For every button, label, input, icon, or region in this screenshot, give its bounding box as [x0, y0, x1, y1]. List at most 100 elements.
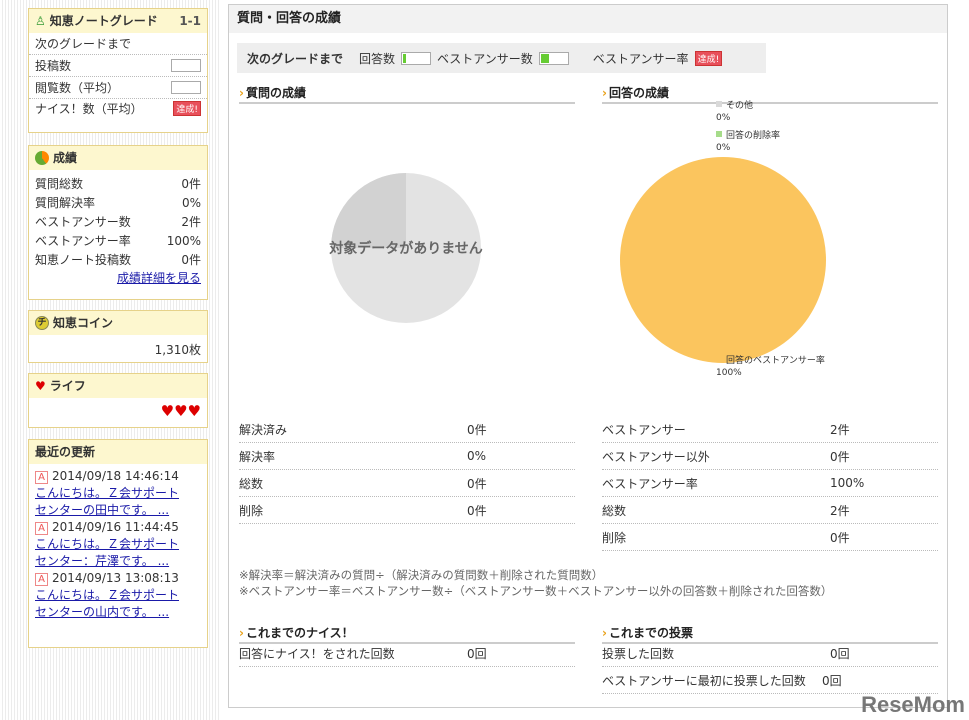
results-row: 質問総数 0件	[29, 174, 207, 193]
legend-swatch	[716, 356, 722, 362]
best-progress	[538, 51, 569, 65]
row-label: ベストアンサー以外	[602, 449, 710, 464]
table-row: 解決済み 0件	[239, 416, 575, 443]
link-line: こんにちは。Ｚ会サポート	[35, 537, 180, 551]
link-line: センターの田中です。 ...	[35, 503, 170, 517]
row-label: ベストアンサー数	[35, 215, 131, 229]
results-box: 成績 質問総数 0件 質問解決率 0% ベストアンサー数 2件 ベストアンサー率 100% 知恵…	[28, 145, 208, 300]
answers-progress	[401, 51, 432, 65]
legend-label: 回答のベストアンサー率	[726, 354, 825, 366]
update-date: 2014/09/18 14:46:14	[52, 469, 179, 483]
link-line: こんにちは。Ｚ会サポート	[35, 588, 180, 602]
update-link[interactable]: こんにちは。Ｚ会サポート センターの山内です。 ...	[35, 588, 179, 619]
row-value: 2件	[830, 503, 850, 518]
pie-icon	[35, 151, 49, 165]
table-row: 削除 0件	[602, 524, 938, 551]
row-label: 総数	[239, 476, 264, 491]
row-value: 0回	[822, 673, 842, 688]
best-label: ベストアンサー数	[437, 51, 533, 66]
row-label: 知恵ノート投稿数	[35, 253, 132, 267]
link-line: こんにちは。Ｚ会サポート	[35, 486, 180, 500]
nice-title: これまでのナイス！	[239, 624, 575, 644]
link-line: センター：芹澤です。 ...	[35, 554, 170, 568]
heart-icon: ♥	[174, 402, 188, 420]
results-detail-link[interactable]: 成績詳細を見る	[116, 271, 201, 285]
row-label: 解決率	[239, 449, 276, 464]
next-grade-label: 次のグレードまで	[29, 33, 207, 55]
life-box: ♥ ライフ ♥♥♥	[28, 373, 208, 428]
next-grade-label: 次のグレードまで	[247, 51, 344, 66]
best-rate-label: ベストアンサー率	[592, 51, 689, 66]
achieved-badge: 達成!	[694, 50, 723, 66]
table-row: ベストアンサー 2件	[602, 416, 938, 443]
note: ※ベストアンサー率＝ベストアンサー数÷（ベストアンサー数＋ベストアンサー以外の回…	[239, 584, 833, 598]
row-value: 2件	[830, 422, 850, 437]
panel-title: 質問・回答の成績	[229, 5, 947, 33]
legend-swatch	[716, 131, 722, 137]
update-link[interactable]: こんにちは。Ｚ会サポート センターの田中です。 ...	[35, 486, 179, 517]
row-label: 質問解決率	[35, 196, 96, 210]
row-value: 0件	[181, 177, 201, 191]
results-row: 知恵ノート投稿数 0件	[29, 250, 207, 269]
updates-title: 最近の更新	[29, 440, 207, 464]
slice-value-label: 0%	[716, 113, 731, 123]
progress-bar	[171, 59, 201, 72]
row-value: 100%	[830, 476, 865, 490]
question-pie: 対象データがありません	[328, 173, 483, 323]
update-date: 2014/09/13 13:08:13	[52, 571, 179, 585]
row-value: 0件	[181, 253, 201, 267]
row-label: 削除	[239, 503, 264, 518]
results-row: ベストアンサー数 2件	[29, 212, 207, 231]
grade-level: 1-1	[179, 14, 201, 28]
results-row: 質問解決率 0%	[29, 193, 207, 212]
row-label: 削除	[602, 530, 627, 545]
table-row: 総数 2件	[602, 497, 938, 524]
answer-badge-icon: A	[35, 471, 48, 484]
grade-row: ナイス！数（平均） 達成!	[29, 99, 207, 118]
table-row: 解決率 0%	[239, 443, 575, 470]
achieved-badge: 達成!	[173, 101, 201, 116]
legend-label: その他	[726, 99, 753, 111]
results-title: 成績	[53, 151, 78, 165]
results-row: ベストアンサー率 100%	[29, 231, 207, 250]
main-panel: 質問・回答の成績 次のグレードまで 回答数 ベストアンサー数 ベストアンサー率達…	[228, 4, 948, 708]
progress-bar	[171, 81, 201, 94]
table-row: 投票した回数 0回	[602, 640, 938, 667]
label: 次のグレードまで	[35, 37, 132, 51]
grade-icon: ♙	[35, 14, 46, 28]
slice-value-label: 100%	[716, 368, 742, 378]
update-item: A 2014/09/13 13:08:13 こんにちは。Ｚ会サポート センターの山内で…	[35, 570, 201, 621]
table-row: ベストアンサーに最初に投票した回数 0回	[602, 667, 938, 694]
legend-label: 回答の削除率	[726, 129, 780, 141]
update-item: A 2014/09/18 14:46:14 こんにちは。Ｚ会サポート センターの田中で…	[35, 468, 201, 519]
coin-icon: チ	[35, 316, 49, 330]
row-label: 回答にナイス！をされた回数	[239, 646, 395, 661]
row-value: 0件	[467, 503, 487, 518]
heart-icon: ♥	[160, 402, 175, 420]
label: ナイス！数（平均）	[35, 102, 143, 116]
row-label: ベストアンサー率	[35, 234, 131, 248]
pie-slice	[620, 157, 826, 363]
watermark-logo: ReseMom	[861, 692, 965, 717]
row-value: 0%	[181, 195, 201, 210]
label: 投稿数	[35, 59, 72, 73]
row-label: ベストアンサー	[602, 422, 686, 437]
table-row: ベストアンサー以外 0件	[602, 443, 938, 470]
table-row: ベストアンサー率 100%	[602, 470, 938, 497]
row-value: 2件	[181, 215, 201, 229]
row-label: 質問総数	[35, 177, 84, 191]
row-value: 100%	[166, 233, 201, 248]
table-row: 回答にナイス！をされた回数 0回	[239, 640, 575, 667]
update-link[interactable]: こんにちは。Ｚ会サポート センター：芹澤です。 ...	[35, 537, 179, 568]
heart-icon: ♥	[35, 379, 46, 393]
link-line: センターの山内です。 ...	[35, 605, 170, 619]
life-title: ライフ	[49, 379, 86, 393]
grade-row: 閲覧数（平均）	[29, 77, 207, 99]
coin-value: 1,310枚	[154, 343, 201, 357]
charts: 対象データがありません その他 0% 回答の削除率 0% 回答のベストアンサー率 100%	[328, 99, 826, 378]
row-label: 総数	[602, 503, 627, 518]
table-row: 削除 0件	[239, 497, 575, 524]
row-label: ベストアンサーに最初に投票した回数	[602, 673, 806, 688]
legend-swatch	[716, 101, 722, 107]
update-item: A 2014/09/16 11:44:45 こんにちは。Ｚ会サポート センター：芹澤で…	[35, 519, 201, 570]
